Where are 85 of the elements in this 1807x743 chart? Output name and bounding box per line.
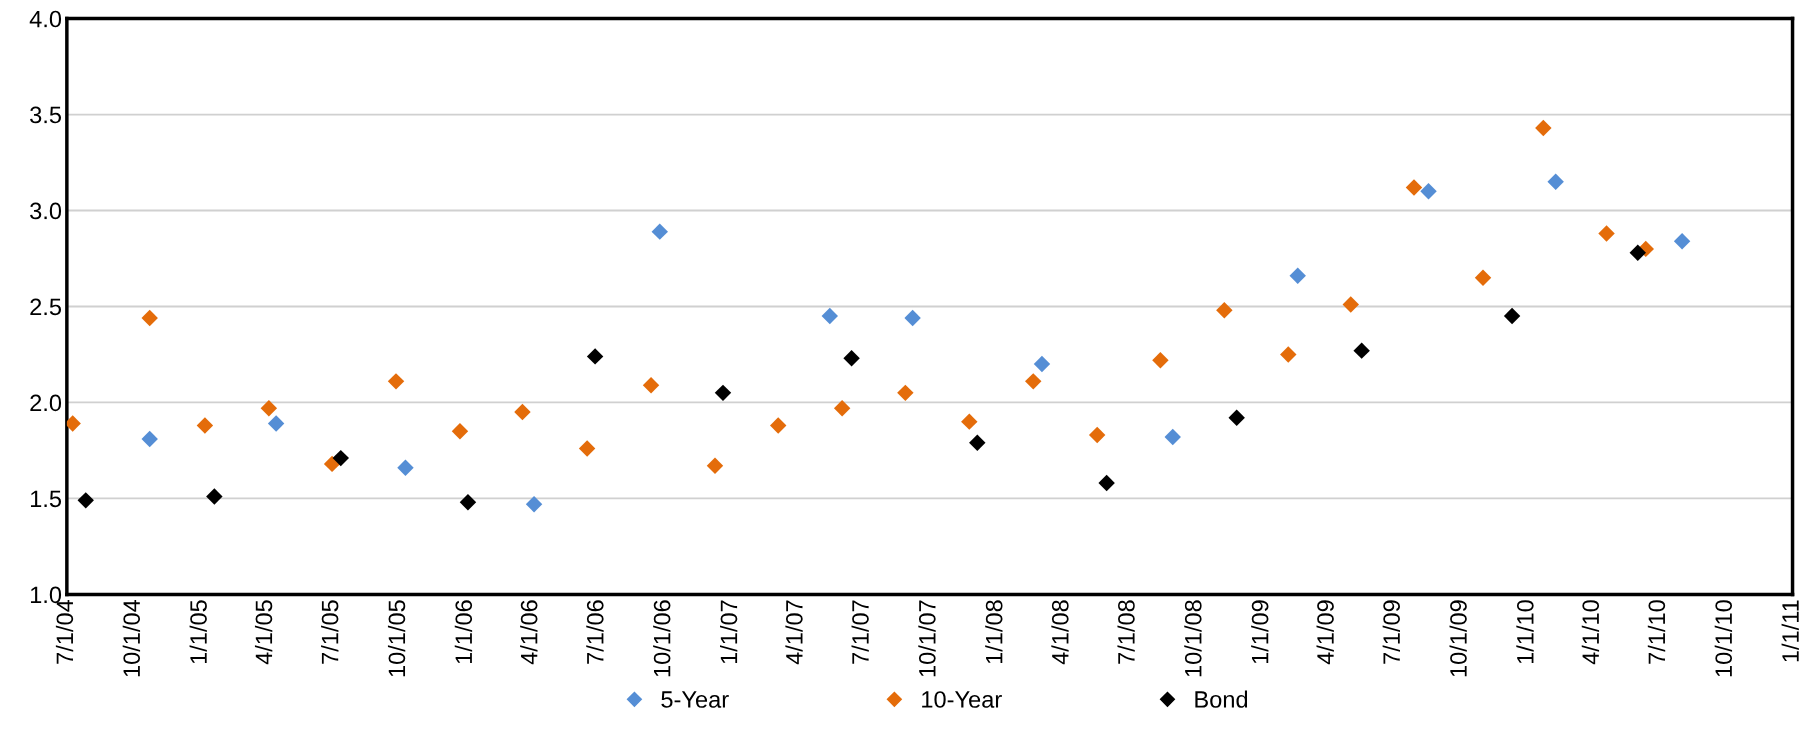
point [1228,409,1245,427]
x-tick-label: 7/1/08 [1117,600,1135,664]
y-tick-label: 2.5 [30,298,62,316]
point [1098,474,1115,492]
point [1598,225,1615,242]
y-tick-label: 1.5 [30,490,62,508]
y-tick-label: 2.0 [30,394,62,412]
point [141,430,158,448]
point [1025,373,1042,390]
x-tick-label: 1/1/07 [719,600,738,664]
point [141,309,158,327]
point [1420,183,1437,200]
x-tick-label: 4/1/08 [1051,600,1069,665]
x-tick-label: 7/1/10 [1647,600,1666,664]
legend-label: 10-Year [922,691,1002,708]
legend-label: Bond [1195,690,1248,708]
point [260,400,278,417]
point [578,440,596,457]
point [1353,342,1370,359]
point [714,384,732,402]
point [642,376,660,394]
point [821,307,839,325]
point [332,449,350,467]
point [1088,426,1106,444]
point [1216,302,1233,319]
x-tick-label: 4/1/07 [785,600,803,665]
point [196,417,214,434]
point [206,488,223,505]
x-tick-label: 10/1/08 [1184,600,1202,677]
x-tick-label: 7/1/06 [586,600,604,664]
x-tick-label: 10/1/09 [1449,600,1467,677]
point [897,384,914,402]
point [451,423,469,440]
point [1547,173,1564,190]
x-tick-label: 1/1/06 [454,600,473,664]
x-tick-label: 10/1/04 [122,599,141,677]
point [1152,352,1169,369]
x-tick-label: 10/1/07 [918,600,936,677]
x-tick-label: 4/1/09 [1316,600,1334,665]
x-tick-label: 1/1/09 [1251,600,1269,664]
point [1289,267,1306,284]
point [706,457,724,475]
y-tick-label: 3.5 [30,106,62,124]
point [1629,244,1646,261]
legend-label: 5-Year [661,691,729,708]
point [904,309,921,327]
x-tick-label: 7/1/05 [321,600,339,664]
point [1033,355,1051,373]
point [1405,179,1423,196]
point [651,223,668,240]
x-tick-label: 4/1/05 [254,600,273,665]
point [514,403,531,421]
y-tick-label: 4.0 [29,10,62,28]
point [525,495,543,513]
x-tick-label: 4/1/06 [520,600,538,665]
x-tick-label: 4/1/10 [1581,600,1600,665]
point [586,348,604,365]
x-tick-label: 7/1/09 [1382,600,1400,664]
point [323,455,341,473]
x-tick-label: 7/1/07 [851,600,869,664]
x-tick-label: 1/1/10 [1516,600,1534,664]
point [459,494,477,511]
point [1535,119,1552,137]
point [387,373,405,390]
point [833,400,851,417]
x-tick-label: 1/1/11 [1781,600,1799,662]
point [267,415,285,432]
x-tick-label: 10/1/06 [653,600,671,677]
point [1164,428,1181,446]
x-tick-label: 1/1/05 [189,600,207,664]
point [1673,233,1691,250]
point [1280,346,1297,363]
x-tick-label: 1/1/08 [985,600,1003,664]
point [843,350,860,367]
point [961,413,978,430]
x-tick-label: 10/1/10 [1714,600,1733,677]
point [1342,296,1359,313]
point [1474,269,1492,286]
point [397,459,414,476]
y-tick-label: 3.0 [30,202,62,220]
point [769,417,787,434]
point [969,434,986,451]
point [77,492,94,509]
x-tick-label: 10/1/05 [387,600,406,677]
point [1503,307,1521,325]
